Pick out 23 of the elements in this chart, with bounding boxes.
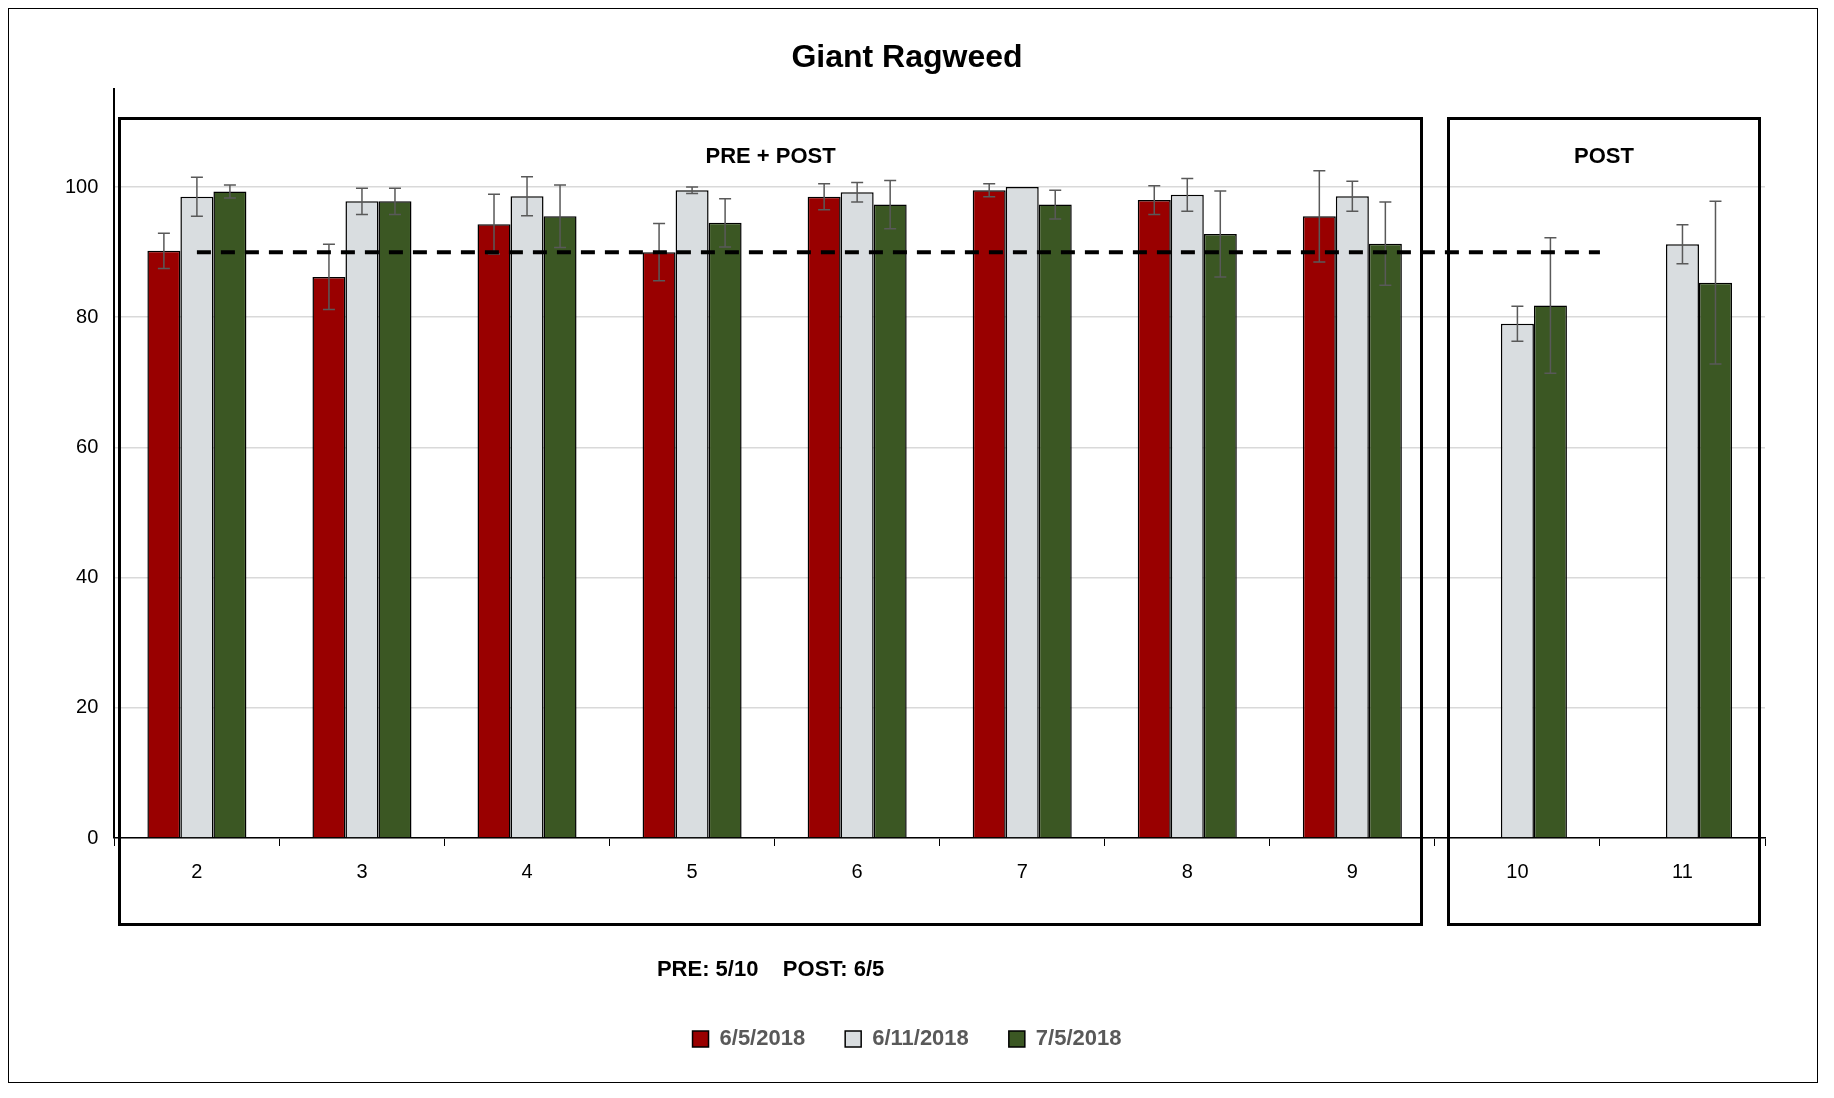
x-tick-label: 11 [1672,859,1693,882]
x-tick-label: 10 [1506,859,1529,882]
legend-label: 6/11/2018 [872,1025,969,1051]
x-tick-label: 6 [851,859,863,882]
chart-title: Giant Ragweed [791,38,1023,75]
text: PRE: 5/10 POST: 6/5 [656,956,885,982]
y-tick-label: 20 [76,695,99,718]
y-tick-label: 40 [76,565,99,588]
y-tick-label: 60 [76,434,99,457]
x-tick-label: 4 [521,859,533,882]
x-tick-label: 5 [686,859,698,882]
y-tick-label: 100 [64,174,99,197]
x-tick-label: 8 [1181,859,1193,882]
annotation: POST [1573,143,1635,169]
annotation: PRE + POST [705,143,837,169]
x-tick-label: 9 [1346,859,1358,882]
x-tick-label: 7 [1016,859,1028,882]
x-tick-label: 2 [191,859,203,882]
legend-label: 7/5/2018 [1035,1025,1122,1051]
legend-label: 6/5/2018 [719,1025,806,1051]
y-tick-label: 80 [76,304,99,327]
y-tick-label: 0 [87,825,99,848]
x-tick-label: 3 [356,859,368,882]
